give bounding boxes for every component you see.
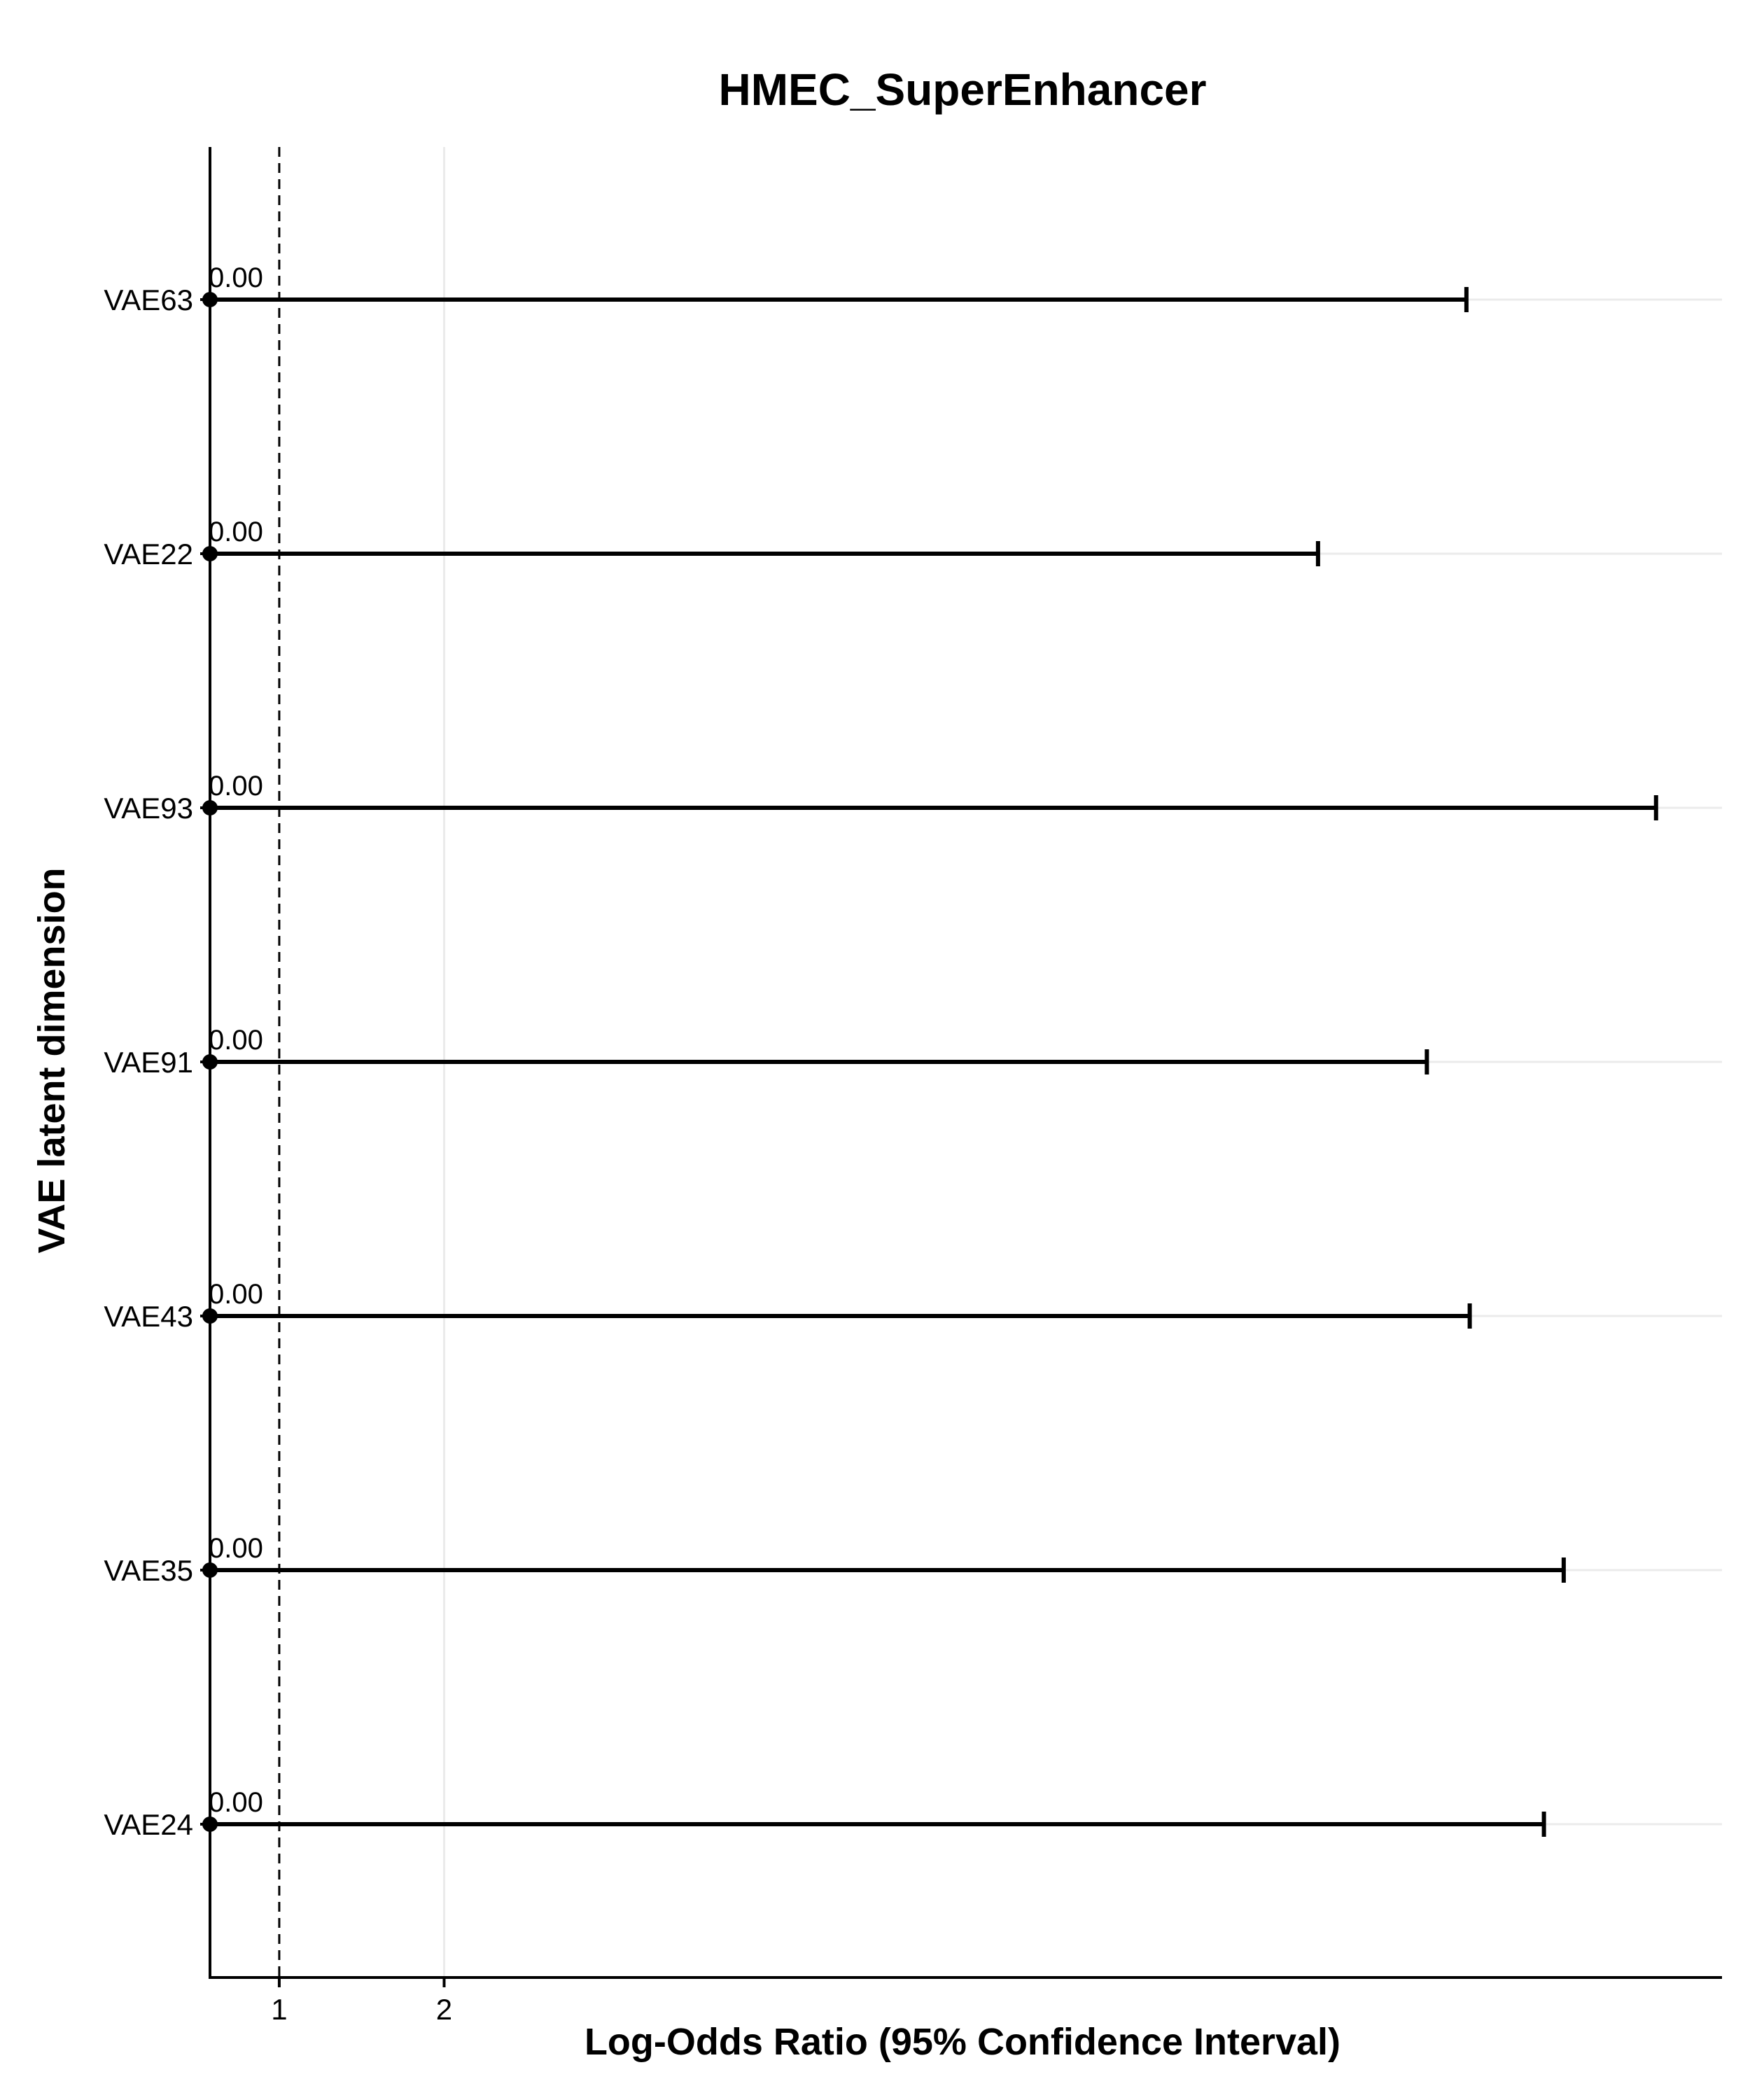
- x-tick-label-2: 2: [436, 1993, 452, 2026]
- y-tick-label-vae43: VAE43: [104, 1300, 193, 1333]
- point-estimate-vae35: [202, 1562, 218, 1578]
- point-estimate-vae93: [202, 800, 218, 816]
- y-tick-label-vae35: VAE35: [104, 1554, 193, 1587]
- chart-title: HMEC_SuperEnhancer: [718, 64, 1206, 115]
- x-axis-title: Log-Odds Ratio (95% Confidence Interval): [584, 2021, 1340, 2063]
- axes: [200, 147, 1722, 1987]
- interval-marks: [202, 287, 1658, 1837]
- y-tick-label-vae63: VAE63: [104, 284, 193, 316]
- y-tick-label-vae24: VAE24: [104, 1808, 193, 1841]
- y-tick-label-vae91: VAE91: [104, 1046, 193, 1079]
- x-tick-label-1: 1: [271, 1993, 287, 2026]
- point-estimate-vae22: [202, 546, 218, 561]
- point-estimate-vae91: [202, 1054, 218, 1070]
- point-estimate-vae63: [202, 292, 218, 307]
- point-label-vae63: 0.00: [209, 262, 263, 293]
- point-estimate-vae24: [202, 1816, 218, 1832]
- point-label-vae93: 0.00: [209, 771, 263, 802]
- y-axis-title: VAE latent dimension: [31, 867, 73, 1253]
- point-label-vae24: 0.00: [209, 1787, 263, 1818]
- point-label-vae43: 0.00: [209, 1279, 263, 1310]
- point-label-vae22: 0.00: [209, 517, 263, 547]
- y-tick-label-vae22: VAE22: [104, 538, 193, 570]
- point-label-vae91: 0.00: [209, 1025, 263, 1056]
- y-tick-label-vae93: VAE93: [104, 792, 193, 825]
- labels: 1 2 VAE63 0.00 VAE22 0.00 VAE93 0.00 VAE91 0.00 VA…: [104, 262, 452, 2026]
- point-label-vae35: 0.00: [209, 1533, 263, 1564]
- point-estimate-vae43: [202, 1308, 218, 1324]
